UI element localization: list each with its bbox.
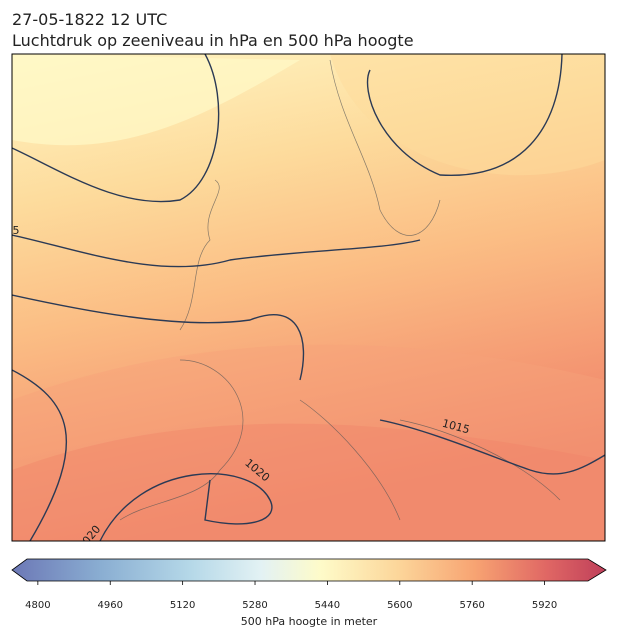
isobar (99, 473, 273, 541)
colorbar: 4800 4960 5120 5280 5440 5600 5760 5920 (11, 558, 607, 611)
isobar (12, 234, 421, 268)
band (12, 54, 300, 146)
band (12, 344, 605, 541)
band (330, 54, 605, 176)
subtitle: Luchtdruk op zeeniveau in hPa en 500 hPa… (12, 31, 414, 50)
tick-label: 5120 (170, 600, 195, 611)
tick-label: 4960 (98, 600, 123, 611)
isobar (366, 54, 563, 176)
colorbar-body (11, 558, 607, 582)
contour-label: 5 (13, 224, 20, 237)
tick-label: 5280 (242, 600, 267, 611)
isobar (12, 369, 68, 541)
tick-label: 5440 (315, 600, 340, 611)
isobar (379, 419, 605, 475)
isobar (12, 294, 305, 381)
tick-label: 5760 (459, 600, 484, 611)
tick-label: 4800 (25, 600, 50, 611)
map-frame (11, 53, 606, 542)
colorbar-label: 500 hPa hoogte in meter (241, 615, 378, 628)
title: 27-05-1822 12 UTC (12, 10, 167, 29)
tick-label: 5600 (387, 600, 412, 611)
map: 1015 1020 1020 5 (12, 54, 605, 541)
isobar (12, 54, 220, 203)
coastline (119, 59, 561, 521)
band (12, 423, 605, 541)
tick-label: 5920 (532, 600, 557, 611)
